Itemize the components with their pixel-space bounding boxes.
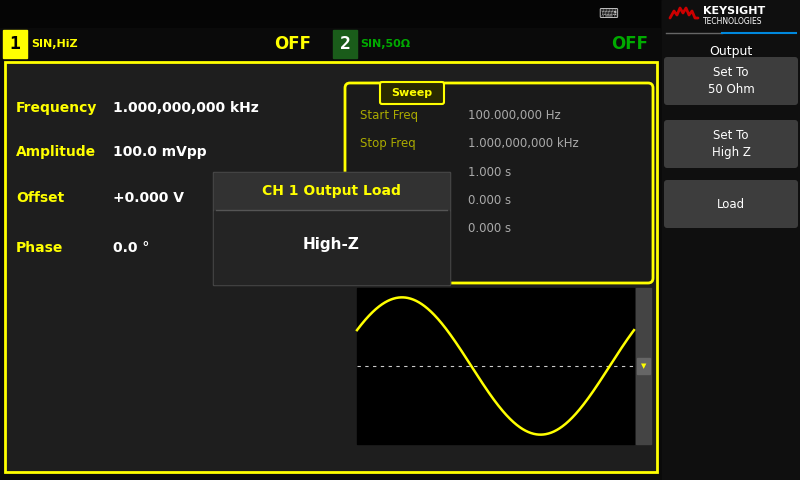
Bar	[214, 173, 449, 209]
FancyBboxPatch shape	[664, 180, 798, 228]
Text: High-Z: High-Z	[303, 237, 360, 252]
Bar	[636, 288, 651, 444]
Text: 1.000,000,000 kHz: 1.000,000,000 kHz	[113, 101, 258, 115]
Bar	[214, 211, 449, 284]
FancyBboxPatch shape	[345, 83, 653, 283]
Bar	[662, 0, 800, 480]
Text: CH 1 Output Load: CH 1 Output Load	[262, 184, 401, 198]
Text: KEYSIGHT: KEYSIGHT	[703, 6, 766, 16]
Text: Start Freq: Start Freq	[360, 109, 418, 122]
Text: Set To
50 Ohm: Set To 50 Ohm	[708, 66, 754, 96]
Bar	[357, 288, 634, 444]
Bar	[384, 87, 440, 95]
Text: ⌨: ⌨	[598, 7, 618, 21]
Text: ▼: ▼	[641, 363, 646, 369]
Bar	[0, 0, 660, 28]
Text: SIN,HiZ: SIN,HiZ	[31, 39, 78, 49]
FancyBboxPatch shape	[380, 82, 444, 104]
Text: Offset: Offset	[16, 191, 64, 205]
Bar	[5, 62, 657, 472]
Text: Stop Freq: Stop Freq	[360, 137, 416, 151]
Text: 2: 2	[339, 35, 350, 53]
Bar	[213, 172, 450, 285]
Text: Frequency: Frequency	[16, 101, 98, 115]
Text: OFF: OFF	[611, 35, 649, 53]
Text: SIN,50Ω: SIN,50Ω	[360, 39, 410, 49]
Text: Set To
High Z: Set To High Z	[711, 129, 750, 159]
Bar	[0, 28, 660, 60]
FancyBboxPatch shape	[664, 120, 798, 168]
Text: 1: 1	[10, 35, 21, 53]
Text: 0.000 s: 0.000 s	[468, 221, 511, 235]
Text: TECHNOLOGIES: TECHNOLOGIES	[703, 17, 762, 26]
Text: OFF: OFF	[274, 35, 311, 53]
Text: 100.000,000 Hz: 100.000,000 Hz	[468, 109, 561, 122]
Bar	[637, 358, 650, 374]
Text: Amplitude: Amplitude	[16, 145, 96, 159]
Bar	[333, 30, 357, 58]
Text: Phase: Phase	[16, 241, 63, 255]
Text: Sweep: Sweep	[391, 88, 433, 98]
FancyBboxPatch shape	[664, 57, 798, 105]
Text: 0.0 °: 0.0 °	[113, 241, 150, 255]
Text: +0.000 V: +0.000 V	[113, 191, 184, 205]
Text: 0.000 s: 0.000 s	[468, 193, 511, 206]
Bar	[213, 172, 450, 285]
Text: Output: Output	[710, 46, 753, 59]
Text: 100.0 mVpp: 100.0 mVpp	[113, 145, 206, 159]
Text: 1.000,000,000 kHz: 1.000,000,000 kHz	[468, 137, 578, 151]
Bar	[3, 30, 27, 58]
Text: Load: Load	[717, 197, 745, 211]
Bar	[5, 62, 657, 472]
Text: 1.000 s: 1.000 s	[468, 166, 511, 179]
